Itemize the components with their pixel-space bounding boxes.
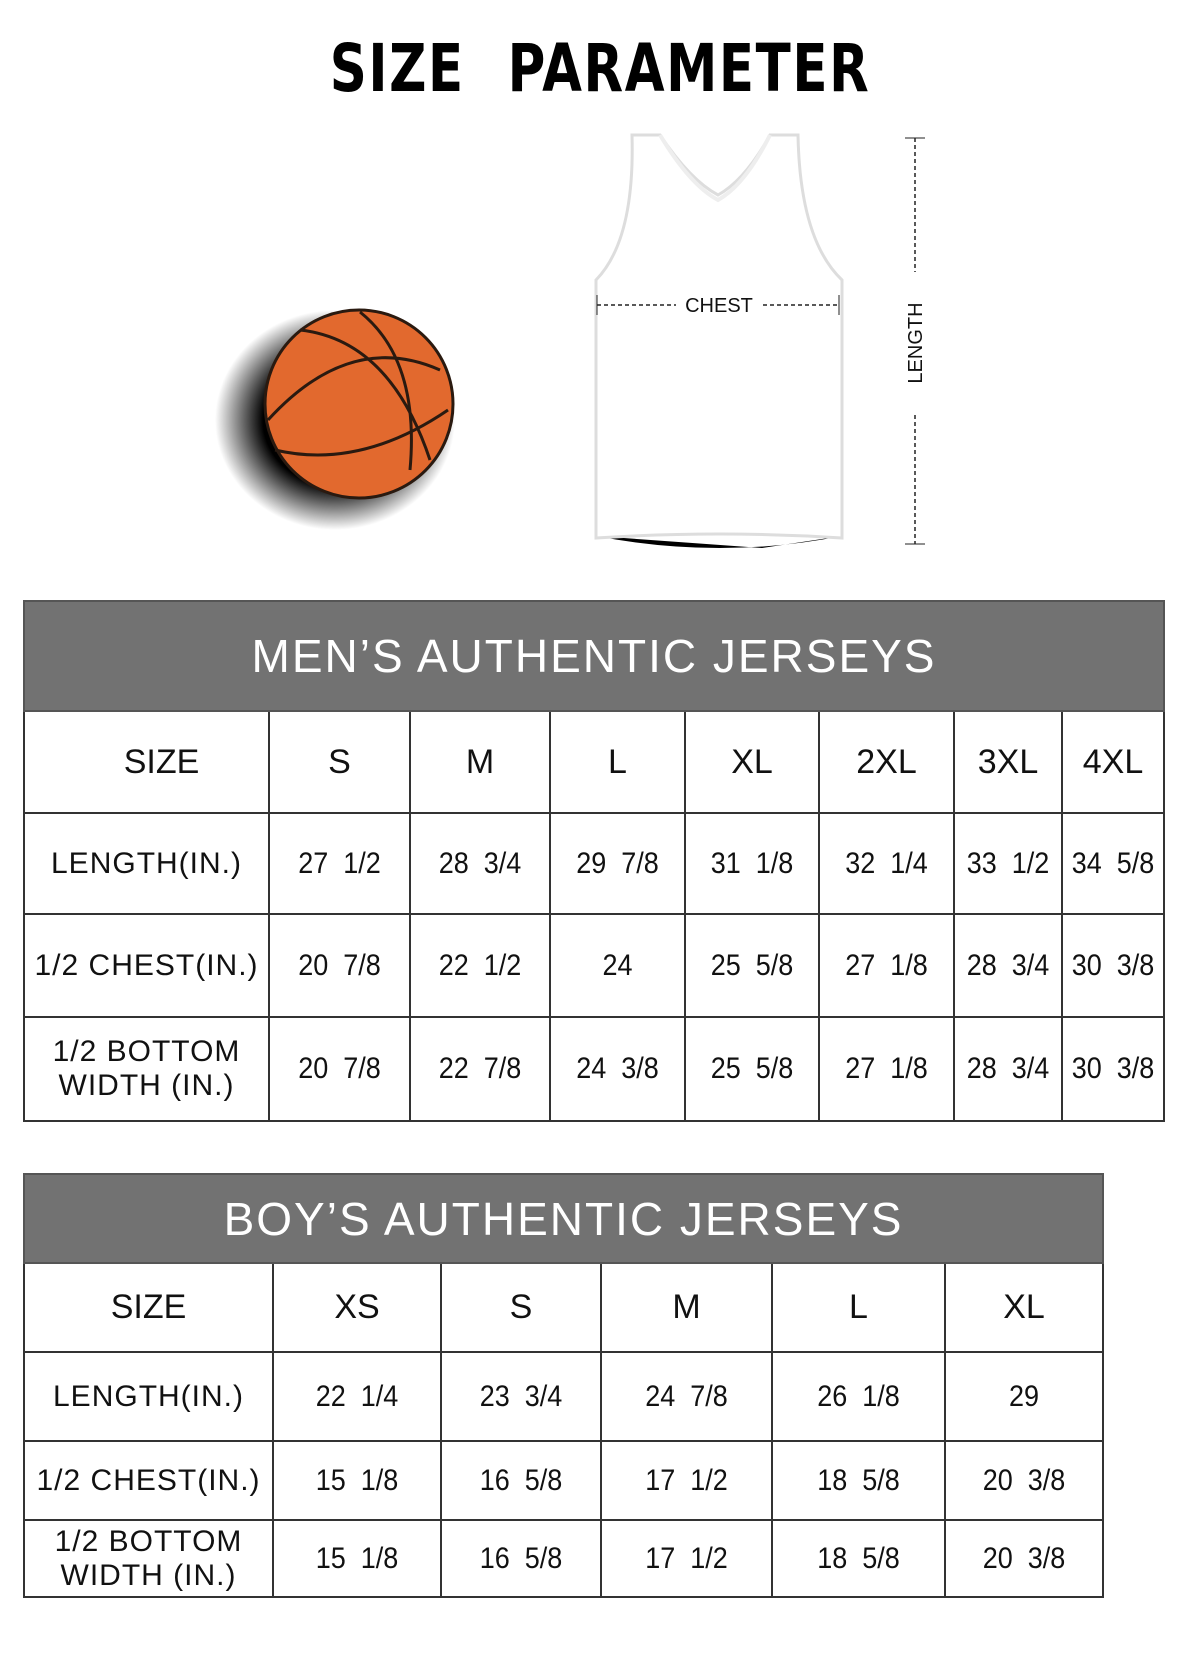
table-cell: 30 3/8	[1066, 1016, 1160, 1122]
length-measure-line: LENGTH	[905, 137, 927, 545]
table-cell: 28 3/4	[958, 1016, 1058, 1122]
table-cell: 15 1/8	[280, 1519, 434, 1598]
table-cell: 22 1/2	[416, 913, 544, 1018]
row-label: 1/2 CHEST(IN.)	[23, 1440, 274, 1521]
table-cell: 24 3/8	[555, 1016, 680, 1122]
page-title: SIZE PARAMETER	[329, 30, 871, 107]
chest-measure-line: CHEST	[596, 295, 840, 317]
chest-label: CHEST	[685, 295, 753, 317]
size-header: SIZE	[23, 710, 270, 814]
size-column-header: S	[440, 1262, 602, 1353]
table-cell: 34 5/8	[1066, 812, 1160, 915]
size-column-header: 2XL	[818, 710, 955, 814]
table-row: 1/2 BOTTOM WIDTH (IN.) 15 1/8 16 5/8 17 …	[23, 1519, 1103, 1598]
table-cell: 22 1/4	[280, 1351, 434, 1442]
table-cell: 20 7/8	[275, 1016, 404, 1122]
table-row: SIZE S M L XL 2XL 3XL 4XL	[23, 710, 1165, 814]
row-label: 1/2 BOTTOM WIDTH (IN.)	[23, 1016, 270, 1122]
table-row: 1/2 CHEST(IN.) 20 7/8 22 1/2 24 25 5/8 2…	[23, 913, 1164, 1018]
table-cell: 17 1/2	[608, 1440, 765, 1521]
row-label: 1/2 BOTTOM WIDTH (IN.)	[23, 1519, 274, 1598]
table-row: 1/2 CHEST(IN.) 15 1/8 16 5/8 17 1/2 18 5…	[23, 1440, 1103, 1521]
row-label: 1/2 CHEST(IN.)	[23, 913, 270, 1018]
size-column-header: M	[600, 1262, 773, 1353]
table-cell: 16 5/8	[448, 1440, 594, 1521]
table-cell: 27 1/8	[824, 1016, 949, 1122]
size-column-header: XS	[272, 1262, 442, 1353]
size-column-header: L	[549, 710, 686, 814]
table-cell: 20 3/8	[952, 1519, 1097, 1598]
table-cell: 29	[952, 1351, 1097, 1442]
size-column-header: M	[409, 710, 551, 814]
row-label: LENGTH(IN.)	[23, 1351, 274, 1442]
table-cell: 18 5/8	[779, 1440, 938, 1521]
size-column-header: 3XL	[953, 710, 1063, 814]
basketball-icon	[215, 308, 455, 530]
table-cell: 25 5/8	[690, 1016, 814, 1122]
mens-size-table: MEN’S AUTHENTIC JERSEYS SIZE S M L XL 2X…	[23, 600, 1165, 1122]
table-cell: 23 3/4	[448, 1351, 594, 1442]
table-row: 1/2 BOTTOM WIDTH (IN.) 20 7/8 22 7/8 24 …	[23, 1016, 1164, 1122]
table-cell: 28 3/4	[416, 812, 544, 915]
length-label: LENGTH	[905, 302, 927, 383]
table-cell: 31 1/8	[690, 812, 814, 915]
boys-size-table: BOY’S AUTHENTIC JERSEYS SIZE XS S M L XL…	[22, 1173, 1105, 1598]
table-cell: 28 3/4	[958, 913, 1058, 1018]
row-label: LENGTH(IN.)	[23, 812, 270, 915]
table-cell: 16 5/8	[448, 1519, 594, 1598]
size-column-header: L	[771, 1262, 946, 1353]
table-cell: 32 1/4	[824, 812, 949, 915]
mens-table-title: MEN’S AUTHENTIC JERSEYS	[23, 600, 1165, 712]
product-illustration: CHEST LENGTH	[215, 133, 927, 548]
table-cell: 27 1/8	[824, 913, 949, 1018]
size-header: SIZE	[23, 1262, 274, 1353]
size-column-header: XL	[684, 710, 820, 814]
table-cell: 26 1/8	[779, 1351, 938, 1442]
table-cell: 30 3/8	[1066, 913, 1160, 1018]
table-row: LENGTH(IN.) 22 1/4 23 3/4 24 7/8 26 1/8 …	[23, 1351, 1103, 1442]
jersey-icon	[594, 133, 844, 548]
table-cell: 24 7/8	[608, 1351, 765, 1442]
table-cell: 25 5/8	[690, 913, 814, 1018]
size-column-header: S	[268, 710, 411, 814]
table-cell: 15 1/8	[280, 1440, 434, 1521]
table-cell: 18 5/8	[779, 1519, 938, 1598]
table-row: LENGTH(IN.) 27 1/2 28 3/4 29 7/8 31 1/8 …	[23, 812, 1164, 915]
table-cell: 17 1/2	[608, 1519, 765, 1598]
table-cell: 20 3/8	[952, 1440, 1097, 1521]
table-cell: 33 1/2	[958, 812, 1058, 915]
boys-table-title: BOY’S AUTHENTIC JERSEYS	[22, 1173, 1105, 1264]
table-cell: 24	[555, 913, 680, 1018]
table-cell: 22 7/8	[416, 1016, 544, 1122]
table-row: SIZE XS S M L XL	[23, 1262, 1105, 1353]
table-cell: 27 1/2	[275, 812, 404, 915]
size-column-header: XL	[943, 1262, 1105, 1353]
table-cell: 20 7/8	[275, 913, 404, 1018]
size-column-header: 4XL	[1061, 710, 1165, 814]
table-cell: 29 7/8	[555, 812, 680, 915]
